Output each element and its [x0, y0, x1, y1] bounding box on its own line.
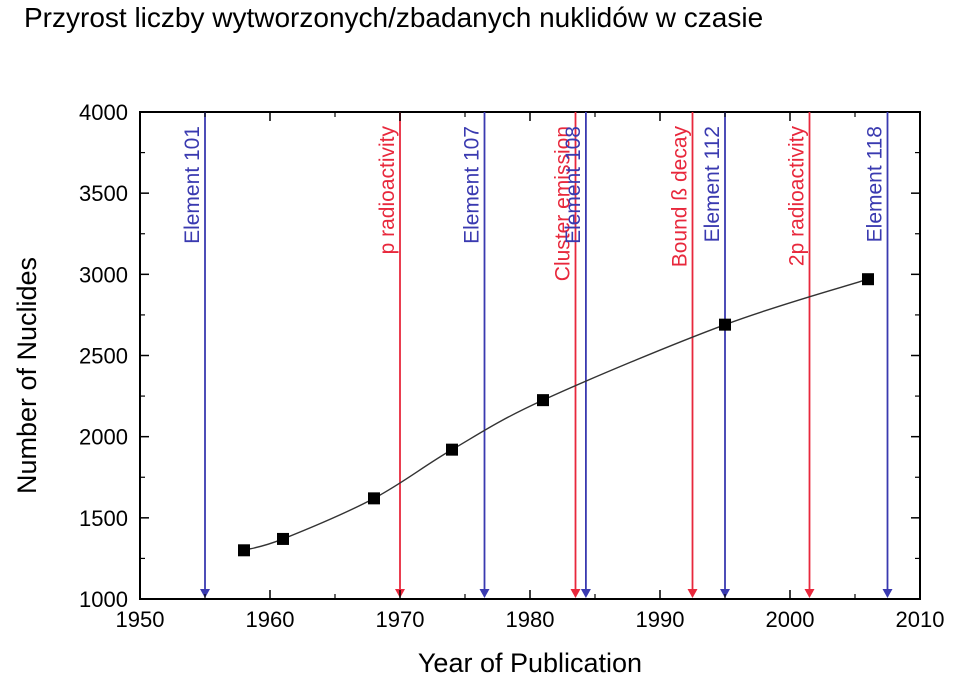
event-label: 2p radioactivity	[786, 126, 809, 267]
data-point-marker	[368, 492, 380, 505]
data-series	[238, 273, 874, 557]
event-arrowhead	[687, 589, 698, 598]
event-arrowhead	[570, 589, 581, 598]
series-line	[243, 278, 869, 551]
event-arrowhead	[804, 589, 815, 598]
x-tick-label: 1950	[116, 607, 165, 632]
event-label: Bound ß decay	[669, 126, 692, 268]
data-point-marker	[238, 544, 250, 557]
event-label: Element 101	[181, 126, 204, 244]
y-tick-label: 3000	[79, 262, 128, 287]
x-tick-label: 2000	[766, 607, 815, 632]
data-point-marker	[277, 532, 289, 545]
y-tick-label: 3500	[79, 181, 128, 206]
data-point-marker	[862, 273, 874, 286]
x-tick-label: 1960	[246, 607, 295, 632]
y-tick-label: 2000	[79, 425, 128, 450]
event-label: Element 108	[562, 126, 585, 244]
event-label: Element 112	[701, 126, 724, 242]
y-axis-title: Number of Nuclides	[12, 257, 42, 494]
event-label: Cluster emission	[552, 126, 575, 281]
x-axis-title: Year of Publication	[418, 648, 642, 678]
x-tick-label: 1980	[506, 607, 555, 632]
y-tick-label: 1500	[79, 506, 128, 531]
event-arrowhead	[479, 589, 490, 598]
y-tick-label: 1000	[79, 587, 128, 612]
event-label: p radioactivity	[376, 126, 399, 255]
page-title: Przyrost liczby wytworzonych/zbadanych n…	[24, 2, 764, 33]
event-label: Element 107	[461, 126, 484, 244]
y-tick-label: 2500	[79, 344, 128, 369]
event-arrowhead	[720, 589, 730, 598]
x-tick-label: 2010	[896, 607, 945, 632]
data-point-marker	[719, 318, 731, 331]
axes: 1950 1960 1970 1980 1990 2000 2010 1000 1500 2000…	[79, 100, 944, 632]
event-lines: Element 101 p radioactivity Element 107 Clu…	[181, 112, 893, 598]
event-label: Element 118	[864, 126, 887, 242]
event-arrowhead	[200, 589, 210, 598]
event-arrowhead	[882, 589, 893, 598]
y-tick-label: 4000	[79, 100, 128, 125]
data-point-marker	[446, 443, 458, 456]
x-tick-label: 1990	[636, 607, 685, 632]
x-tick-label: 1970	[376, 607, 425, 632]
data-point-marker	[537, 394, 549, 407]
event-arrowhead	[580, 589, 591, 598]
